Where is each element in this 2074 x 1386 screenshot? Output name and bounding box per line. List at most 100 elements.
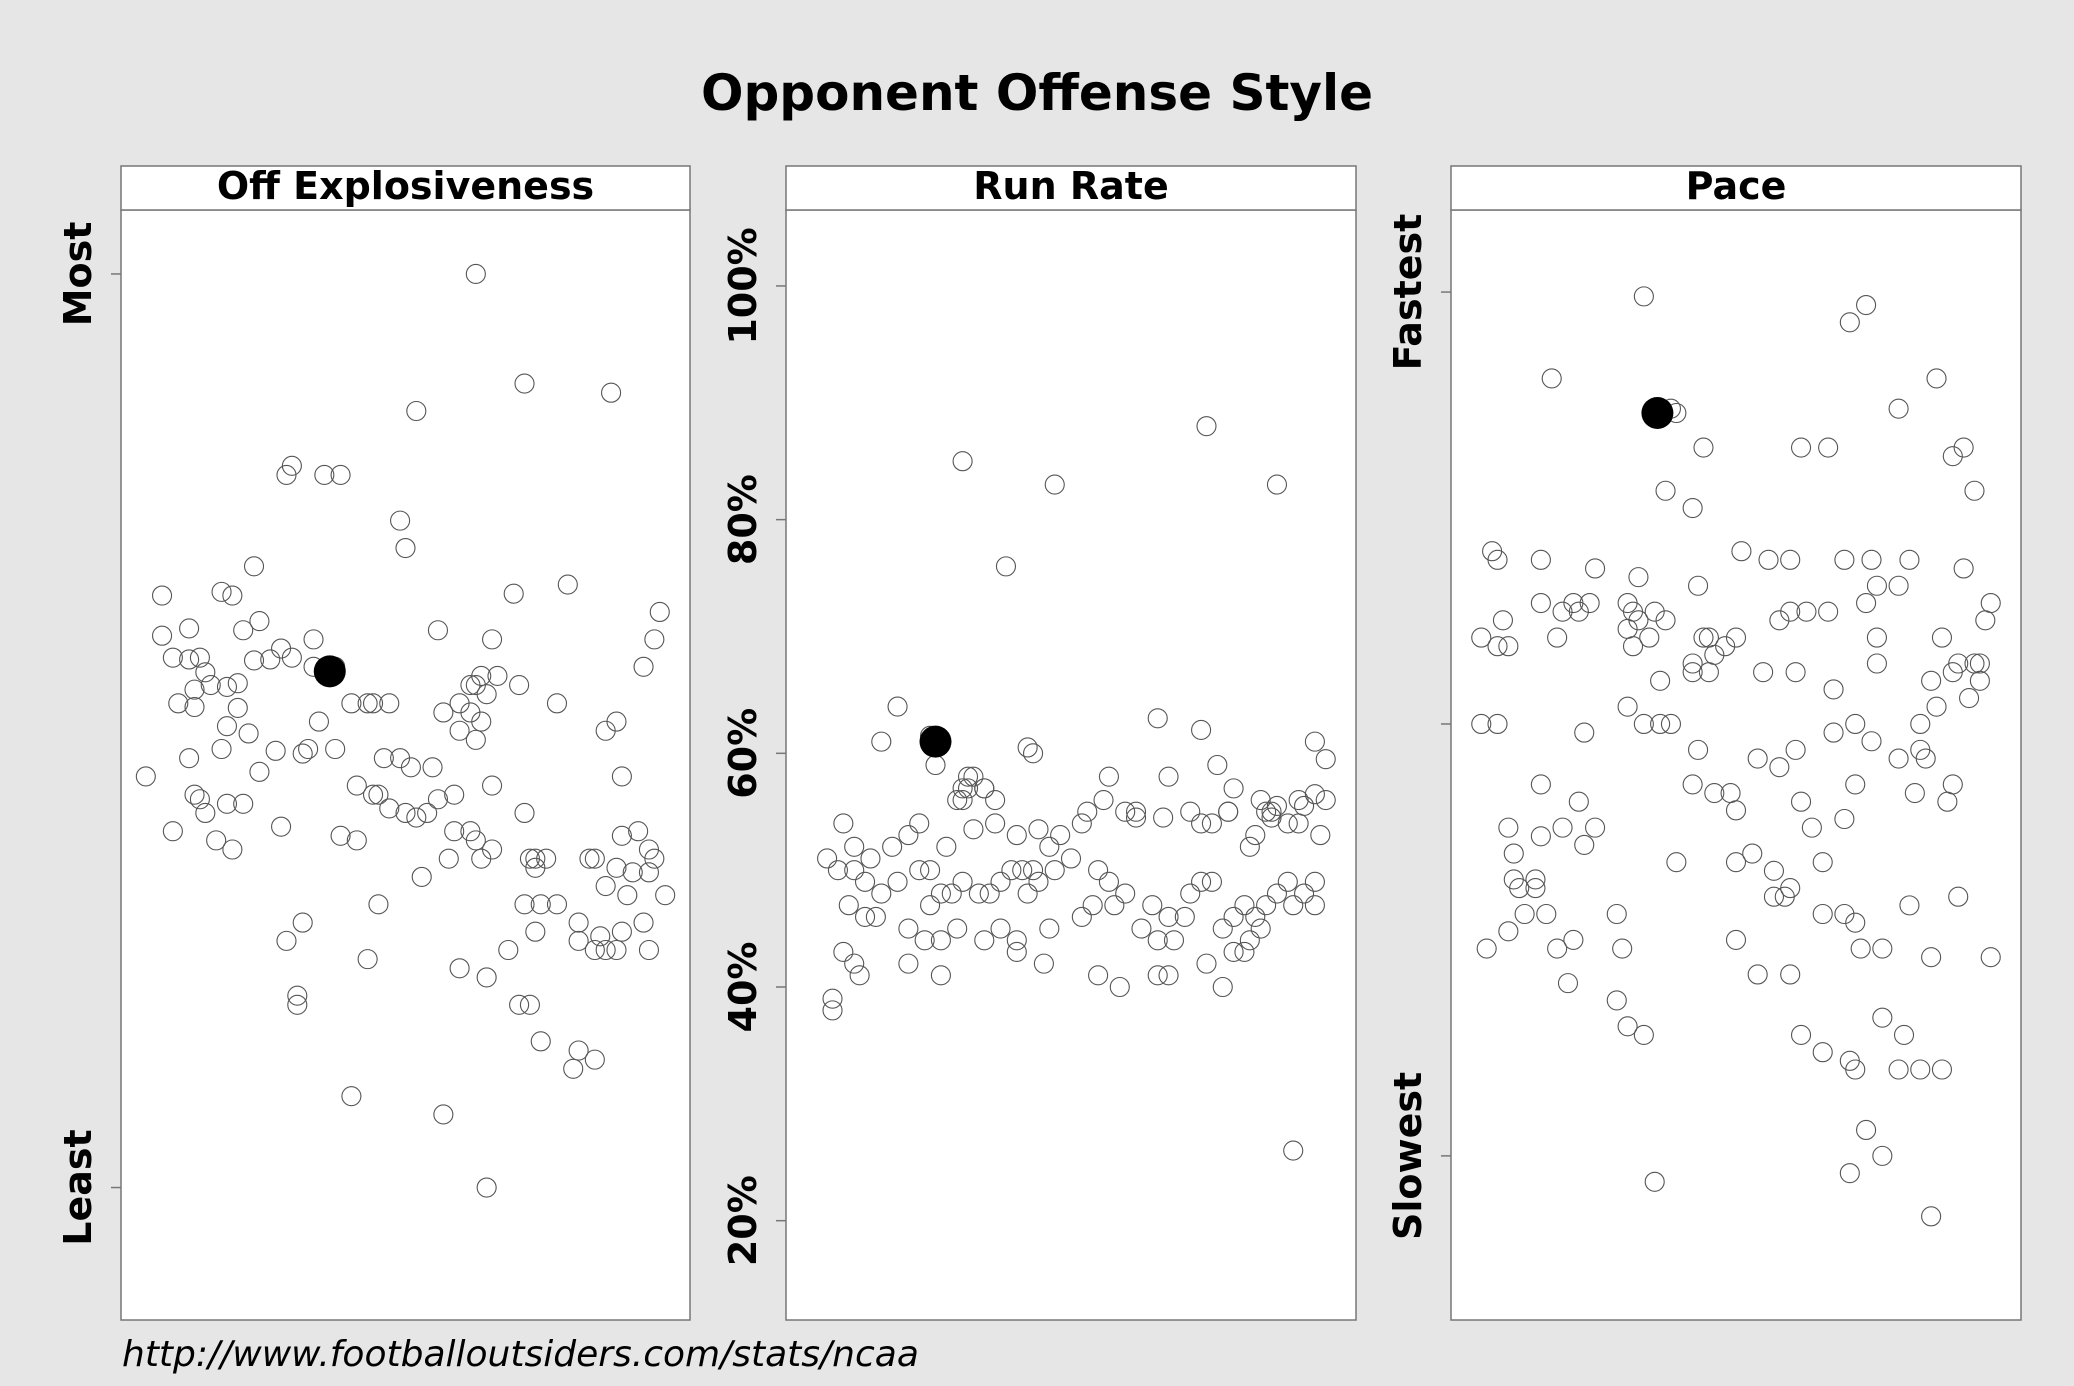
scatter-point xyxy=(930,965,951,986)
y-tick-label: 20% xyxy=(721,1175,765,1266)
scatter-point xyxy=(1039,836,1060,857)
scatter-point xyxy=(936,836,957,857)
scatter-point xyxy=(1606,903,1627,925)
scatter-point xyxy=(200,675,221,696)
scatter-point xyxy=(606,939,627,961)
scatter-point xyxy=(1980,947,2001,968)
scatter-point xyxy=(1256,895,1277,916)
scatter-point xyxy=(1471,627,1492,648)
scatter-point xyxy=(222,839,243,860)
y-tick-label: Most xyxy=(56,222,100,327)
scatter-point xyxy=(460,675,481,696)
scatter-point xyxy=(1071,813,1092,834)
panel-2: Run Rate 20% 40% 60% 80% 100% xyxy=(721,164,1357,1321)
scatter-point xyxy=(1530,774,1551,795)
scatter-point xyxy=(1093,790,1114,811)
scatter-point xyxy=(1742,843,1763,864)
highlight-point xyxy=(313,655,346,688)
scatter-point xyxy=(449,958,470,979)
scatter-point xyxy=(611,766,632,787)
scatter-point xyxy=(438,848,459,869)
scatter-point xyxy=(152,585,173,606)
scatter-point xyxy=(1931,627,1953,648)
scatter-point xyxy=(206,830,227,851)
scatter-point xyxy=(287,994,308,1015)
scatter-point xyxy=(1487,713,1508,735)
scatter-point xyxy=(346,830,367,851)
scatter-point xyxy=(1250,790,1271,811)
scatter-point xyxy=(1234,941,1255,962)
scatter-point xyxy=(330,825,351,846)
scatter-point xyxy=(271,816,292,837)
scatter-point xyxy=(1525,869,1546,890)
scatter-point xyxy=(1861,731,1882,752)
scatter-point xyxy=(346,775,367,796)
scatter-point xyxy=(233,793,254,814)
scatter-point xyxy=(941,883,962,904)
scatter-point xyxy=(341,1086,362,1107)
scatter-point xyxy=(341,693,362,714)
scatter-point xyxy=(227,673,248,694)
scatter-point xyxy=(444,784,465,805)
scatter-point xyxy=(330,464,351,485)
panel-area xyxy=(120,209,691,1321)
scatter-point xyxy=(1888,748,1909,769)
scatter-point xyxy=(1304,731,1325,752)
panel-3: Pace Fastest Slowest xyxy=(1386,164,2022,1321)
scatter-point xyxy=(362,784,384,805)
scatter-point xyxy=(503,583,524,604)
scatter-point xyxy=(1277,813,1298,834)
scatter-point xyxy=(406,400,427,422)
scatter-point xyxy=(1498,921,1519,942)
scatter-point xyxy=(611,921,632,942)
scatter-point xyxy=(1769,610,1790,631)
scatter-point xyxy=(1845,1059,1866,1080)
scatter-point xyxy=(1926,696,1947,717)
scatter-point xyxy=(1574,834,1595,855)
scatter-point xyxy=(1585,558,1606,579)
scatter-point xyxy=(1574,722,1595,743)
scatter-point xyxy=(465,729,486,750)
scatter-point xyxy=(422,757,443,778)
scatter-point xyxy=(1872,1145,1893,1166)
scatter-point xyxy=(308,711,329,732)
y-tick-label: 100% xyxy=(721,227,765,344)
scatter-point xyxy=(622,862,643,883)
scatter-point xyxy=(1245,906,1266,927)
scatter-point xyxy=(1234,895,1255,916)
scatter-point xyxy=(298,738,319,760)
scatter-point xyxy=(281,647,302,668)
scatter-point xyxy=(1147,930,1168,951)
scatter-point xyxy=(476,967,497,988)
scatter-point xyxy=(898,918,919,939)
scatter-point xyxy=(1975,610,1996,631)
scatter-point xyxy=(509,675,530,696)
scatter-point xyxy=(1530,592,1551,614)
scatter-point xyxy=(1655,480,1676,501)
scatter-point xyxy=(1856,1119,1877,1141)
scatter-point xyxy=(1698,662,1719,683)
scatter-point xyxy=(601,382,622,403)
scatter-point xyxy=(1633,286,1654,307)
scatter-point xyxy=(514,373,535,394)
scatter-point xyxy=(1812,852,1833,873)
panel-title: Off Explosiveness xyxy=(217,164,594,208)
y-tick-label: Fastest xyxy=(1386,214,1430,371)
scatter-point xyxy=(1044,474,1065,495)
scatter-point xyxy=(930,883,951,904)
scatter-point xyxy=(265,740,286,761)
scatter-point xyxy=(1158,965,1179,986)
scatter-point xyxy=(449,720,470,741)
scatter-point xyxy=(827,860,848,881)
scatter-point xyxy=(865,906,886,927)
scatter-point xyxy=(871,883,892,904)
scatter-point xyxy=(243,650,265,671)
scatter-point xyxy=(1310,825,1331,846)
scatter-point xyxy=(498,939,519,961)
scatter-point xyxy=(1948,886,1969,907)
scatter-point xyxy=(368,784,389,805)
scatter-point xyxy=(1725,852,1747,873)
scatter-point xyxy=(1790,791,1812,812)
scatter-point xyxy=(898,825,919,846)
scatter-point xyxy=(1196,416,1217,437)
